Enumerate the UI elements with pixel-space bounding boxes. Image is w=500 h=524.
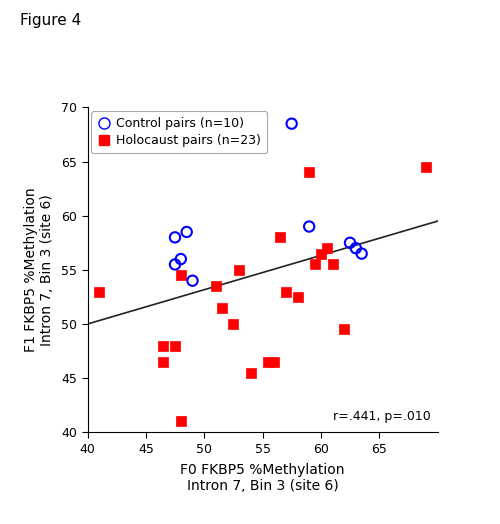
Point <box>276 233 284 242</box>
Point <box>171 233 179 242</box>
Point <box>171 342 179 350</box>
Point <box>235 266 243 274</box>
Point <box>346 238 354 247</box>
Point <box>317 249 325 258</box>
Point <box>358 249 366 258</box>
Y-axis label: F1 FKBP5 %Methylation
Intron 7, Bin 3 (site 6): F1 FKBP5 %Methylation Intron 7, Bin 3 (s… <box>24 188 54 352</box>
Point <box>95 287 103 296</box>
Text: r=.441, p=.010: r=.441, p=.010 <box>333 410 430 422</box>
Point <box>305 168 313 177</box>
Point <box>212 282 220 290</box>
Point <box>311 260 319 269</box>
Point <box>270 358 278 366</box>
Point <box>288 119 296 128</box>
Point <box>182 228 190 236</box>
Point <box>177 271 185 279</box>
Point <box>160 358 168 366</box>
Point <box>177 255 185 263</box>
Point <box>294 293 302 301</box>
Point <box>188 277 196 285</box>
X-axis label: F0 FKBP5 %Methylation
Intron 7, Bin 3 (site 6): F0 FKBP5 %Methylation Intron 7, Bin 3 (s… <box>180 463 345 493</box>
Point <box>340 325 348 334</box>
Point <box>282 287 290 296</box>
Point <box>264 358 272 366</box>
Point <box>352 244 360 253</box>
Point <box>247 368 255 377</box>
Point <box>328 260 336 269</box>
Point <box>230 320 237 328</box>
Point <box>422 163 430 171</box>
Point <box>160 342 168 350</box>
Point <box>322 244 330 253</box>
Point <box>171 260 179 269</box>
Text: Figure 4: Figure 4 <box>20 13 81 28</box>
Point <box>305 222 313 231</box>
Point <box>218 303 226 312</box>
Legend: Control pairs (n=10), Holocaust pairs (n=23): Control pairs (n=10), Holocaust pairs (n… <box>91 111 268 154</box>
Point <box>177 417 185 425</box>
